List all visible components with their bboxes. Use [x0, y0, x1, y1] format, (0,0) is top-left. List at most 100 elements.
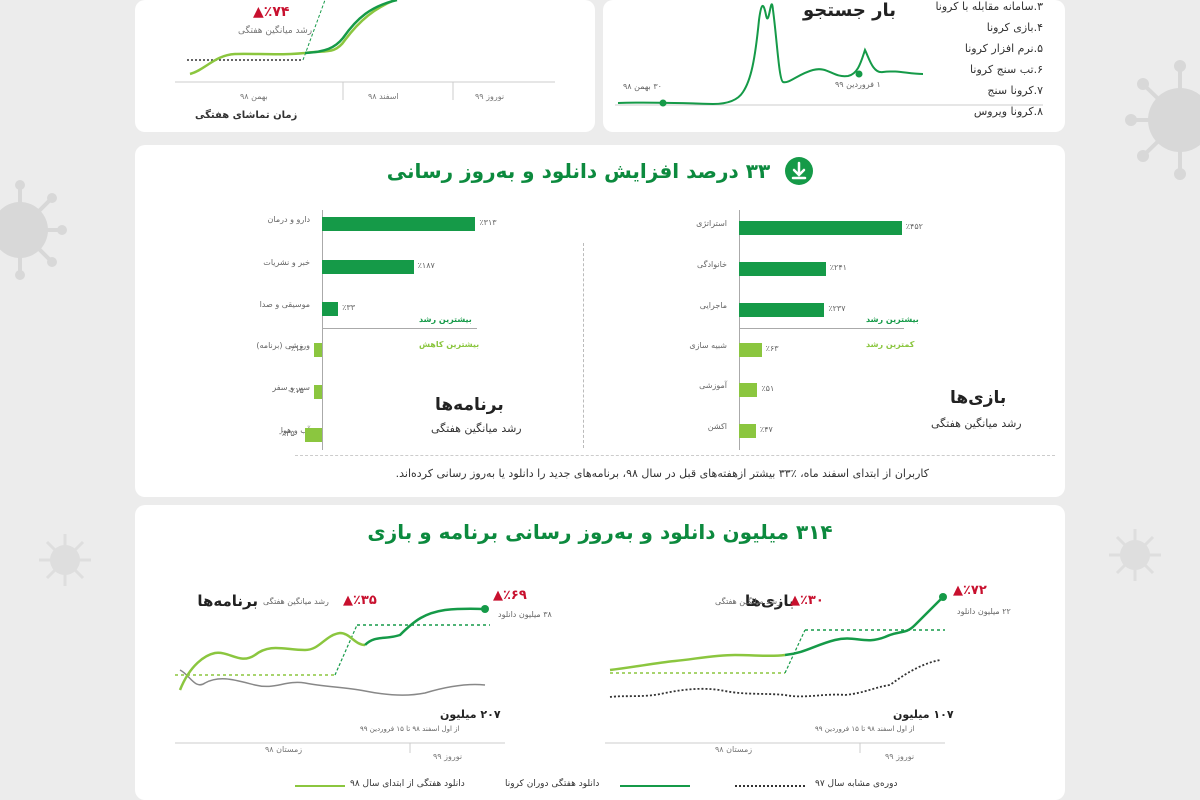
bar-value-label: ٪۲۳۷: [828, 304, 846, 313]
games-end-label: ۲۲ میلیون دانلود: [957, 607, 1011, 616]
date-label: ۱ فروردین ۹۹: [835, 80, 881, 89]
series-prev-year: [609, 659, 941, 698]
most-growth-label: بیشترین رشد: [866, 315, 919, 324]
search-load-chart: [615, 3, 1043, 107]
search-list: ۳.سامانه مقابله با کرونا ۴.بازی کرونا ۵.…: [935, 0, 1043, 122]
category-label: ماجرایی: [699, 301, 727, 310]
apps-bar-chart: بیشترین رشد بیشترین کاهش دارو و درمان ٪۳۱…: [135, 145, 575, 475]
category-label: ورزشی (برنامه): [256, 341, 310, 350]
virus-decoration-icon: [35, 530, 95, 590]
legend-swatch-corona: [620, 785, 690, 787]
growth-split-line: [322, 328, 477, 329]
bar: [314, 385, 322, 399]
category-label: اکشن: [707, 422, 727, 431]
bar: [322, 302, 339, 316]
apps-total: ۲۰۷ میلیون: [440, 708, 501, 721]
watch-time-badge-label: رشد میانگین هفتگی: [238, 26, 313, 36]
games-line-title: بازی‌ها: [745, 592, 795, 610]
games-title: بازی‌ها: [950, 388, 1007, 408]
legend-label: دوره‌ی مشابه سال ۹۷: [815, 779, 898, 789]
apps-growth-label: رشد میانگین هفتگی: [263, 597, 329, 606]
total-downloads-card: ۳۱۴ میلیون دانلود و به‌روز رسانی برنامه …: [135, 505, 1065, 800]
x-tick-label: نوروز ۹۹: [885, 752, 915, 761]
series-corona: [784, 596, 944, 657]
search-load-card: بار جستجو ۳۰ بهمن ۹۸ ۱ فروردین ۹۹ ۳.ساما…: [603, 0, 1065, 132]
most-growth-label: بیشترین رشد: [419, 315, 472, 324]
date-marker: [855, 70, 863, 78]
date-label: ۳۰ بهمن ۹۸: [623, 82, 662, 91]
bar: [739, 303, 825, 317]
list-item: ۷.کرونا سنج: [987, 84, 1043, 97]
bar-value-label: ٪۲۴۱: [829, 263, 847, 272]
apps-line-title: برنامه‌ها: [197, 592, 258, 610]
watch-time-axis-title: زمان تماشای هفتگی: [195, 110, 298, 121]
bar-value-label: ٪۶۳: [765, 344, 779, 353]
series-corona: [364, 607, 486, 646]
legend-label: دانلود هفتگی دوران کرونا: [505, 779, 600, 789]
axis-line: [322, 210, 323, 450]
bar: [314, 343, 322, 357]
x-tick-label: زمستان ۹۸: [715, 745, 753, 754]
series-end-marker: [481, 605, 489, 613]
search-load-title: بار جستجو: [803, 0, 897, 21]
apps-end-badge: ▲٪۶۹: [493, 588, 527, 603]
games-subtitle: رشد میانگین هفتگی: [931, 417, 1022, 430]
axis-line: [739, 210, 740, 450]
watch-time-badge: ▲٪۷۴: [253, 4, 290, 20]
bar: [739, 221, 902, 235]
series-year-98: [178, 631, 366, 691]
games-end-badge: ▲٪۷۲: [953, 583, 987, 598]
apps-subtitle: رشد میانگین هفتگی: [431, 422, 522, 435]
apps-end-label: ۳۸ میلیون دانلود: [498, 610, 552, 619]
legend: دانلود هفتگی از ابتدای سال ۹۸ دانلود هفت…: [135, 777, 1065, 797]
watch-time-card: ▲٪۷۴ رشد میانگین هفتگی بهمن ۹۸ اسفند ۹۸ …: [135, 0, 595, 132]
series-year-98: [609, 653, 786, 672]
series-end-marker: [939, 593, 947, 601]
apps-line-chart: برنامه‌ها ▲٪۳۵ رشد میانگین هفتگی ▲٪۶۹ ۳۸…: [175, 575, 552, 765]
bar-value-label: ٪۱۸۷: [417, 261, 435, 270]
footnote-divider: [295, 455, 1055, 456]
games-total: ۱۰۷ میلیون: [893, 708, 954, 721]
bar-value-label: ٪۴۵۲: [905, 222, 923, 231]
legend-swatch-prev-year: [735, 785, 805, 787]
games-bar-chart: بیشترین رشد کمترین رشد استراتژی ٪۴۵۲ خانوا…: [595, 145, 1065, 475]
bar-value-label: ٪۴۷: [759, 425, 773, 434]
download-icon: [785, 157, 814, 185]
section3-title: ۳۱۴ میلیون دانلود و به‌روز رسانی برنامه …: [367, 520, 833, 544]
bar-value-label: ٪۳۳: [342, 303, 356, 312]
legend-label: دانلود هفتگی از ابتدای سال ۹۸: [350, 779, 465, 789]
category-label: موسیقی و صدا: [259, 300, 310, 309]
bar-value-label: ٪۳۱۳: [479, 218, 497, 227]
list-item: ۶.تب سنج کرونا: [970, 63, 1043, 76]
watch-time-chart: [175, 0, 555, 100]
bar: [739, 343, 762, 357]
games-growth-badge: ▲٪۳۰: [790, 593, 824, 608]
downloads-growth-card: ۳۳ درصد افزایش دانلود و به‌روز رسانی بیش…: [135, 145, 1065, 497]
bar-value-label: -٪۱۵: [288, 386, 304, 395]
apps-title: برنامه‌ها: [435, 395, 504, 415]
games-total-label: از اول اسفند ۹۸ تا ۱۵ فروردین ۹۹: [815, 725, 915, 733]
list-item: ۵.نرم افزار کرونا: [964, 42, 1043, 55]
apps-total-label: از اول اسفند ۹۸ تا ۱۵ فروردین ۹۹: [360, 725, 460, 733]
section-title: ۳۳ درصد افزایش دانلود و به‌روز رسانی: [135, 157, 1065, 185]
games-growth-label: رشد میانگین هفتگی: [715, 597, 781, 606]
category-label: خبر و نشریات: [263, 258, 310, 267]
legend-swatch-year-98: [295, 785, 345, 787]
category-label: آب و هوا: [280, 426, 310, 435]
x-tick-label: نوروز ۹۹: [475, 92, 505, 101]
bar: [322, 217, 476, 231]
virus-decoration-icon: [0, 180, 70, 280]
category-label: دارو و درمان: [267, 215, 310, 224]
series-prev-year: [179, 669, 486, 696]
bar-value-label: ٪۵۱: [761, 384, 775, 393]
x-tick-label: اسفند ۹۸: [368, 92, 399, 101]
section2-footnote: کاربران از ابتدای اسفند ماه، ٪۳۳ بیشتر ا…: [395, 467, 929, 480]
category-label: شبیه سازی: [689, 341, 727, 350]
bar: [322, 260, 414, 274]
x-tick-label: زمستان ۹۸: [265, 745, 303, 754]
bar: [739, 262, 826, 276]
virus-decoration-icon: [1105, 525, 1165, 585]
category-label: سیر و سفر: [272, 383, 310, 392]
virus-decoration-icon: [1125, 60, 1200, 180]
least-growth-label: کمترین رشد: [866, 340, 915, 349]
